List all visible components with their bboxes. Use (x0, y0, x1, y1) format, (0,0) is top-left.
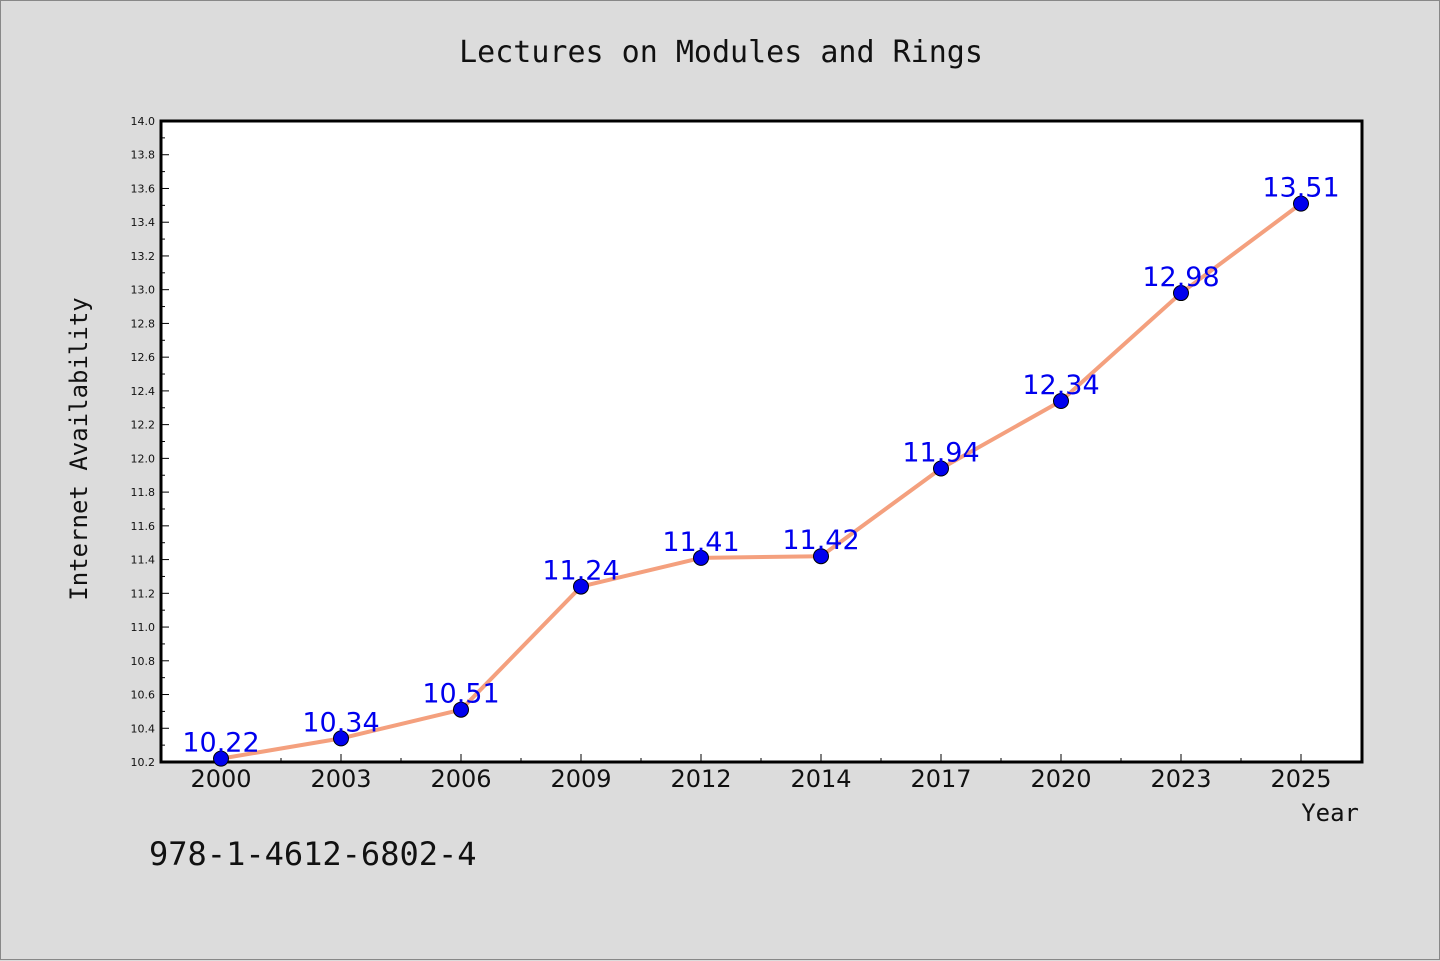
chart-title: Lectures on Modules and Rings (459, 35, 983, 70)
series-path (219, 201, 1303, 761)
y-tick-label: 13.0 (131, 284, 156, 297)
y-tick-label: 10.8 (131, 655, 156, 668)
data-label: 11.94 (902, 437, 979, 468)
x-tick-label: 2012 (670, 765, 731, 793)
y-axis: 10.2 10.4 10.6 10.8 11.0 11.2 11.4 11.6 11.8 12.0… (131, 115, 169, 769)
y-tick-label: 11.8 (131, 486, 156, 499)
y-tick-label: 12.4 (131, 385, 156, 398)
y-tick-label: 13.6 (131, 182, 156, 195)
y-tick-label: 11.4 (131, 554, 156, 567)
y-tick-label: 11.0 (131, 621, 156, 634)
y-tick-label: 13.2 (131, 250, 156, 263)
x-tick-label: 2025 (1270, 765, 1331, 793)
isbn-text: 978-1-4612-6802-4 (149, 835, 477, 873)
data-point (693, 549, 709, 566)
series-line (219, 201, 1303, 761)
x-tick-label: 2017 (910, 765, 971, 793)
x-tick-label: 2000 (190, 765, 251, 793)
data-point (1293, 195, 1309, 212)
data-label: 13.51 (1262, 173, 1339, 204)
y-tick-label: 11.2 (131, 587, 156, 600)
data-label: 12.98 (1142, 262, 1219, 293)
y-tick-label: 12.8 (131, 317, 156, 330)
x-axis: 2000 2003 2006 2009 2012 2014 2017 2020 2023 2025 (190, 754, 1332, 793)
x-tick-label: 2020 (1030, 765, 1091, 793)
y-tick-label: 11.6 (131, 520, 156, 533)
data-point (813, 548, 829, 565)
y-tick-label: 10.2 (131, 756, 156, 769)
data-label: 11.42 (782, 525, 859, 556)
data-point (213, 750, 229, 767)
data-label: 11.24 (542, 556, 619, 587)
series-markers (213, 195, 1309, 767)
y-tick-label: 10.4 (131, 722, 156, 735)
y-tick-label: 13.4 (131, 216, 156, 229)
data-label: 10.34 (302, 707, 379, 738)
x-tick-label: 2023 (1150, 765, 1211, 793)
x-tick-label: 2006 (430, 765, 491, 793)
data-point (1173, 285, 1189, 302)
y-axis-label: Internet Availability (65, 297, 93, 600)
x-axis-label: Year (1301, 799, 1359, 827)
y-tick-label: 12.0 (131, 452, 156, 465)
data-labels: 10.22 10.34 10.51 11.24 11.41 11.42 11.94 12.34… (182, 173, 1339, 759)
x-tick-label: 2009 (550, 765, 611, 793)
y-tick-label: 14.0 (131, 115, 156, 128)
data-point (453, 701, 469, 718)
plot-area (159, 119, 1364, 764)
y-tick-label: 10.6 (131, 689, 156, 702)
data-label: 12.34 (1022, 370, 1099, 401)
y-tick-label: 12.2 (131, 419, 156, 432)
x-tick-label: 2003 (310, 765, 371, 793)
data-point (933, 460, 949, 477)
data-label: 10.51 (422, 679, 499, 710)
data-label: 11.41 (662, 527, 739, 558)
x-tick-label: 2014 (790, 765, 851, 793)
data-point (573, 578, 589, 595)
y-tick-label: 13.8 (131, 149, 156, 162)
data-point (333, 730, 349, 747)
data-point (1053, 393, 1069, 410)
data-label: 10.22 (182, 728, 259, 759)
y-tick-label: 12.6 (131, 351, 156, 364)
